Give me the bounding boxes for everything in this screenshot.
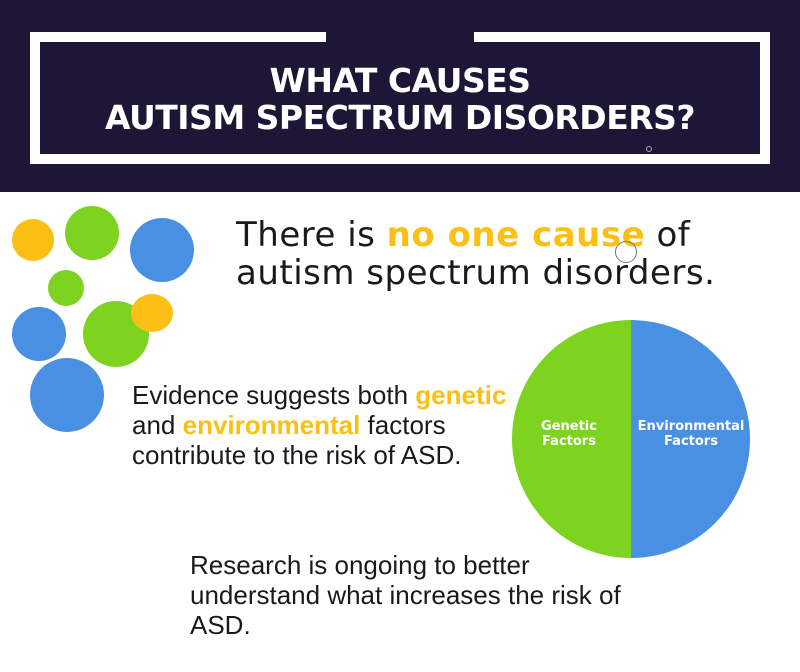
small-circle-icon: [646, 146, 652, 152]
genetic-highlight: genetic: [415, 380, 507, 410]
title-frame: [30, 32, 770, 164]
genetic-label-2: Factors: [542, 434, 596, 449]
header-banner: WHAT CAUSES AUTISM SPECTRUM DISORDERS?: [0, 0, 800, 192]
title-line-1: WHAT CAUSES: [269, 61, 531, 100]
environmental-highlight: environmental: [182, 410, 361, 440]
blue-dot-icon: [30, 358, 104, 432]
cursor-ring-icon: [615, 241, 637, 263]
blue-dot-icon: [130, 218, 194, 282]
environmental-label-1: Environmental: [638, 419, 745, 434]
research-text: Research is ongoing to better understand…: [190, 550, 621, 640]
evidence-text: Evidence suggests both genetic and envir…: [132, 380, 507, 470]
genetic-label-1: Genetic: [541, 419, 597, 434]
blue-dot-icon: [12, 307, 66, 361]
headline-text: There is no one cause of autism spectrum…: [236, 215, 716, 293]
environmental-label-2: Factors: [664, 434, 718, 449]
environmental-slice: [631, 320, 750, 558]
green-dot-icon: [65, 206, 119, 260]
factors-pie-chart: Genetic Factors Environmental Factors: [512, 320, 750, 558]
page-title: WHAT CAUSES AUTISM SPECTRUM DISORDERS?: [0, 62, 800, 136]
title-line-2: AUTISM SPECTRUM DISORDERS?: [104, 98, 696, 137]
genetic-slice: [512, 320, 631, 558]
yellow-dot-icon: [12, 219, 54, 261]
green-dot-icon: [48, 270, 84, 306]
headline-highlight: no one cause: [386, 215, 646, 255]
yellow-dot-icon: [131, 294, 173, 332]
